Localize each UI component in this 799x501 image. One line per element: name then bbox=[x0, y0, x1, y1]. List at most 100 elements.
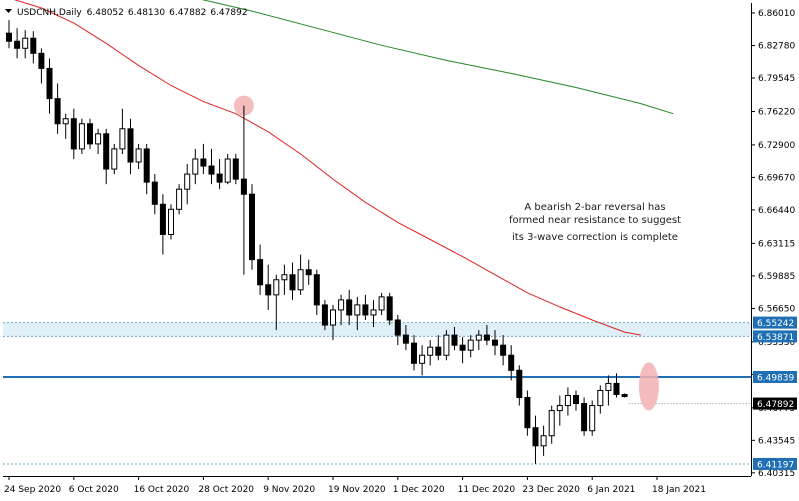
x-tick-label: 9 Nov 2020 bbox=[263, 485, 315, 495]
candle-body bbox=[467, 339, 474, 351]
y-tick-label: 6.69670 bbox=[758, 173, 795, 183]
price-box-bg bbox=[753, 330, 797, 343]
candle-body bbox=[605, 382, 612, 391]
highlight-ellipse bbox=[638, 362, 659, 411]
candle bbox=[378, 292, 385, 315]
price-box: 6.49839 bbox=[753, 370, 797, 383]
candle bbox=[70, 108, 77, 159]
price-box-label: 6.55242 bbox=[757, 319, 794, 329]
candle-body bbox=[419, 354, 426, 364]
candle bbox=[111, 143, 118, 175]
candle bbox=[313, 269, 320, 315]
candle bbox=[475, 330, 482, 351]
candle-body bbox=[411, 342, 417, 364]
candle-body bbox=[87, 123, 93, 145]
candle-body bbox=[192, 158, 199, 175]
candle bbox=[613, 373, 620, 398]
y-tick-label: 6.72900 bbox=[758, 141, 795, 151]
resistance-zone bbox=[3, 322, 751, 337]
candle-body bbox=[394, 319, 401, 336]
candle-body bbox=[151, 181, 158, 205]
ma-slow-line bbox=[201, 0, 674, 115]
candle-body bbox=[273, 279, 280, 296]
candle-body bbox=[281, 274, 288, 281]
x-tick-label: 24 Sep 2020 bbox=[4, 485, 61, 495]
candle-body bbox=[289, 274, 296, 291]
price-box-label: 6.41197 bbox=[757, 460, 794, 470]
candle-body bbox=[532, 427, 539, 447]
price-box-bg bbox=[753, 397, 797, 410]
candle bbox=[265, 264, 272, 310]
candle bbox=[289, 262, 296, 300]
candle bbox=[119, 108, 126, 154]
candle bbox=[192, 148, 199, 185]
candle-body bbox=[62, 118, 69, 125]
candle bbox=[411, 335, 417, 371]
candle-body bbox=[135, 148, 142, 163]
candle bbox=[402, 325, 409, 351]
candle bbox=[532, 415, 539, 464]
x-tick-label: 16 Oct 2020 bbox=[134, 485, 190, 495]
candle bbox=[330, 304, 336, 341]
candle bbox=[176, 184, 183, 215]
candle bbox=[548, 405, 555, 444]
candle bbox=[581, 397, 588, 436]
candle bbox=[427, 340, 434, 366]
y-tick-label: 6.40315 bbox=[758, 469, 795, 479]
candle-body bbox=[232, 158, 239, 180]
time-axis: 24 Sep 2020 6 Oct 2020 16 Oct 2020 28 Oct 2… bbox=[4, 476, 706, 495]
candles bbox=[6, 20, 628, 464]
candle bbox=[22, 30, 29, 59]
x-tick-label: 11 Dec 2020 bbox=[458, 485, 516, 495]
candle bbox=[370, 299, 377, 328]
candle-body bbox=[14, 40, 21, 49]
candle bbox=[621, 393, 628, 398]
candle bbox=[87, 118, 93, 149]
x-tick-label: 6 Oct 2020 bbox=[69, 485, 119, 495]
candle-body bbox=[459, 344, 466, 351]
candle bbox=[62, 113, 69, 139]
candle-body bbox=[516, 369, 523, 399]
price-box: 6.53871 bbox=[753, 330, 797, 343]
candle-body bbox=[451, 334, 458, 346]
candle bbox=[143, 143, 150, 195]
candle-body bbox=[621, 393, 628, 397]
candle bbox=[362, 294, 369, 321]
candle-body bbox=[38, 52, 45, 69]
candle-body bbox=[313, 274, 320, 306]
candle-body bbox=[330, 309, 336, 326]
candle-body bbox=[443, 334, 450, 356]
candle-body bbox=[362, 304, 369, 316]
price-axis: 6.86010 6.82780 6.79545 6.76220 6.72900 6.696… bbox=[751, 9, 795, 479]
candle bbox=[354, 296, 361, 331]
candle bbox=[103, 128, 110, 185]
candle-body bbox=[483, 334, 490, 341]
candle bbox=[249, 184, 255, 270]
candle-body bbox=[159, 203, 166, 235]
candle-body bbox=[321, 304, 328, 326]
candle bbox=[386, 292, 393, 326]
candle bbox=[240, 105, 247, 275]
candle-body bbox=[378, 296, 385, 311]
candle-body bbox=[95, 133, 102, 145]
price-box-bg bbox=[753, 457, 797, 470]
moving-averages bbox=[13, 0, 674, 336]
candle-body bbox=[22, 37, 29, 49]
candle-body bbox=[354, 304, 361, 316]
candle-body bbox=[500, 344, 507, 356]
candle-body bbox=[564, 394, 571, 407]
chevron-down-icon[interactable] bbox=[5, 9, 12, 13]
candle bbox=[492, 330, 498, 356]
candle-body bbox=[240, 178, 247, 195]
candle-body bbox=[168, 208, 174, 235]
candle-body bbox=[548, 410, 555, 437]
candle-body bbox=[200, 158, 207, 167]
candle bbox=[216, 158, 223, 190]
candle-body bbox=[216, 173, 223, 183]
candle bbox=[200, 143, 207, 175]
x-tick-label: 6 Jan 2021 bbox=[587, 485, 635, 495]
ma-fast-line bbox=[13, 0, 641, 336]
candle bbox=[451, 327, 458, 351]
